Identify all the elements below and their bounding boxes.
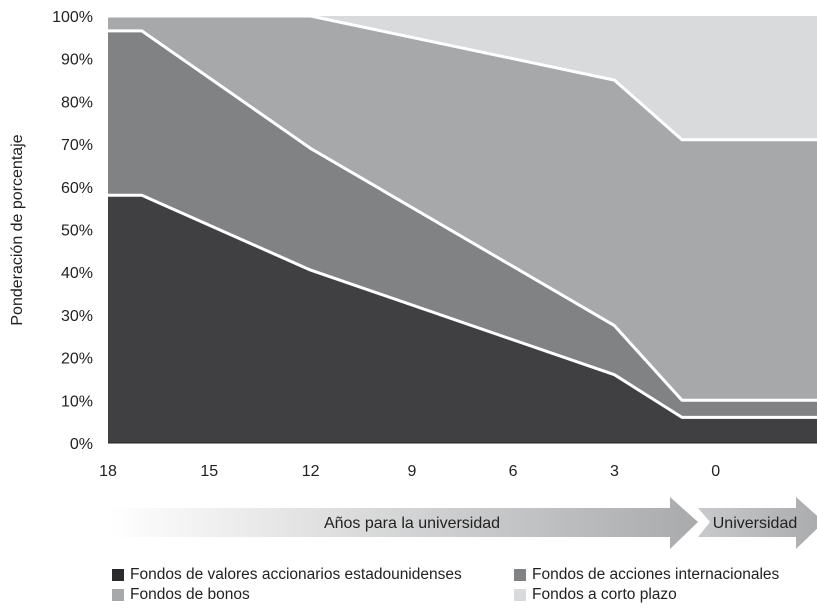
legend-swatch — [112, 569, 124, 581]
y-tick-label: 20% — [61, 351, 93, 368]
area-series-2 — [108, 16, 817, 401]
area-separators — [108, 14, 817, 419]
glide-path-chart: 0% 10% 20% 30% 40% 50% 60% 70% 80% 90% 100% 18 15 12… — [9, 9, 817, 549]
y-tick-label: 60% — [61, 180, 93, 197]
legend-label: Fondos de bonos — [130, 586, 250, 603]
area-series-0 — [108, 195, 817, 443]
separator-line-2 — [108, 14, 817, 142]
x-tick-label: 3 — [610, 463, 619, 480]
x-tick-label: 15 — [200, 463, 218, 480]
legend-item-intl-stocks: Fondos de acciones internacionales — [514, 566, 814, 584]
separator-line-0 — [108, 193, 817, 419]
legend-item-us-stocks: Fondos de valores accionarios estadounid… — [112, 566, 514, 584]
y-tick-label: 0% — [70, 436, 93, 453]
y-axis-ticks: 0% 10% 20% 30% 40% 50% 60% 70% 80% 90% 100% — [52, 9, 93, 453]
legend: Fondos de valores accionarios estadounid… — [112, 566, 812, 604]
x-tick-label: 0 — [711, 463, 720, 480]
legend-label: Fondos a corto plazo — [532, 586, 677, 603]
y-tick-label: 10% — [61, 393, 93, 410]
y-tick-label: 100% — [52, 9, 93, 26]
y-tick-label: 90% — [61, 52, 93, 69]
college-arrow-label: Universidad — [713, 515, 797, 532]
legend-item-bonds: Fondos de bonos — [112, 586, 514, 604]
legend-swatch — [112, 589, 124, 601]
legend-swatch — [514, 589, 526, 601]
y-tick-label: 40% — [61, 265, 93, 282]
y-tick-label: 80% — [61, 94, 93, 111]
x-tick-label: 6 — [509, 463, 518, 480]
legend-label: Fondos de acciones internacionales — [532, 566, 780, 583]
y-axis-label: Ponderación de porcentaje — [9, 134, 26, 325]
stacked-areas — [108, 16, 817, 443]
years-arrow — [108, 497, 698, 549]
x-tick-label: 9 — [407, 463, 416, 480]
legend-item-short-term: Fondos a corto plazo — [514, 586, 814, 604]
years-arrow-label: Años para la universidad — [324, 515, 500, 532]
college-arrow — [698, 497, 817, 549]
y-tick-label: 30% — [61, 308, 93, 325]
y-tick-label: 70% — [61, 137, 93, 154]
area-series-1 — [108, 30, 817, 418]
x-tick-label: 18 — [99, 463, 117, 480]
x-tick-label: 12 — [302, 463, 320, 480]
y-tick-label: 50% — [61, 223, 93, 240]
x-axis-ticks: 18 15 12 9 6 3 0 — [99, 463, 720, 480]
separator-line-1 — [108, 29, 817, 402]
legend-label: Fondos de valores accionarios estadounid… — [130, 566, 462, 583]
area-series-3 — [108, 16, 817, 140]
legend-swatch — [514, 569, 526, 581]
